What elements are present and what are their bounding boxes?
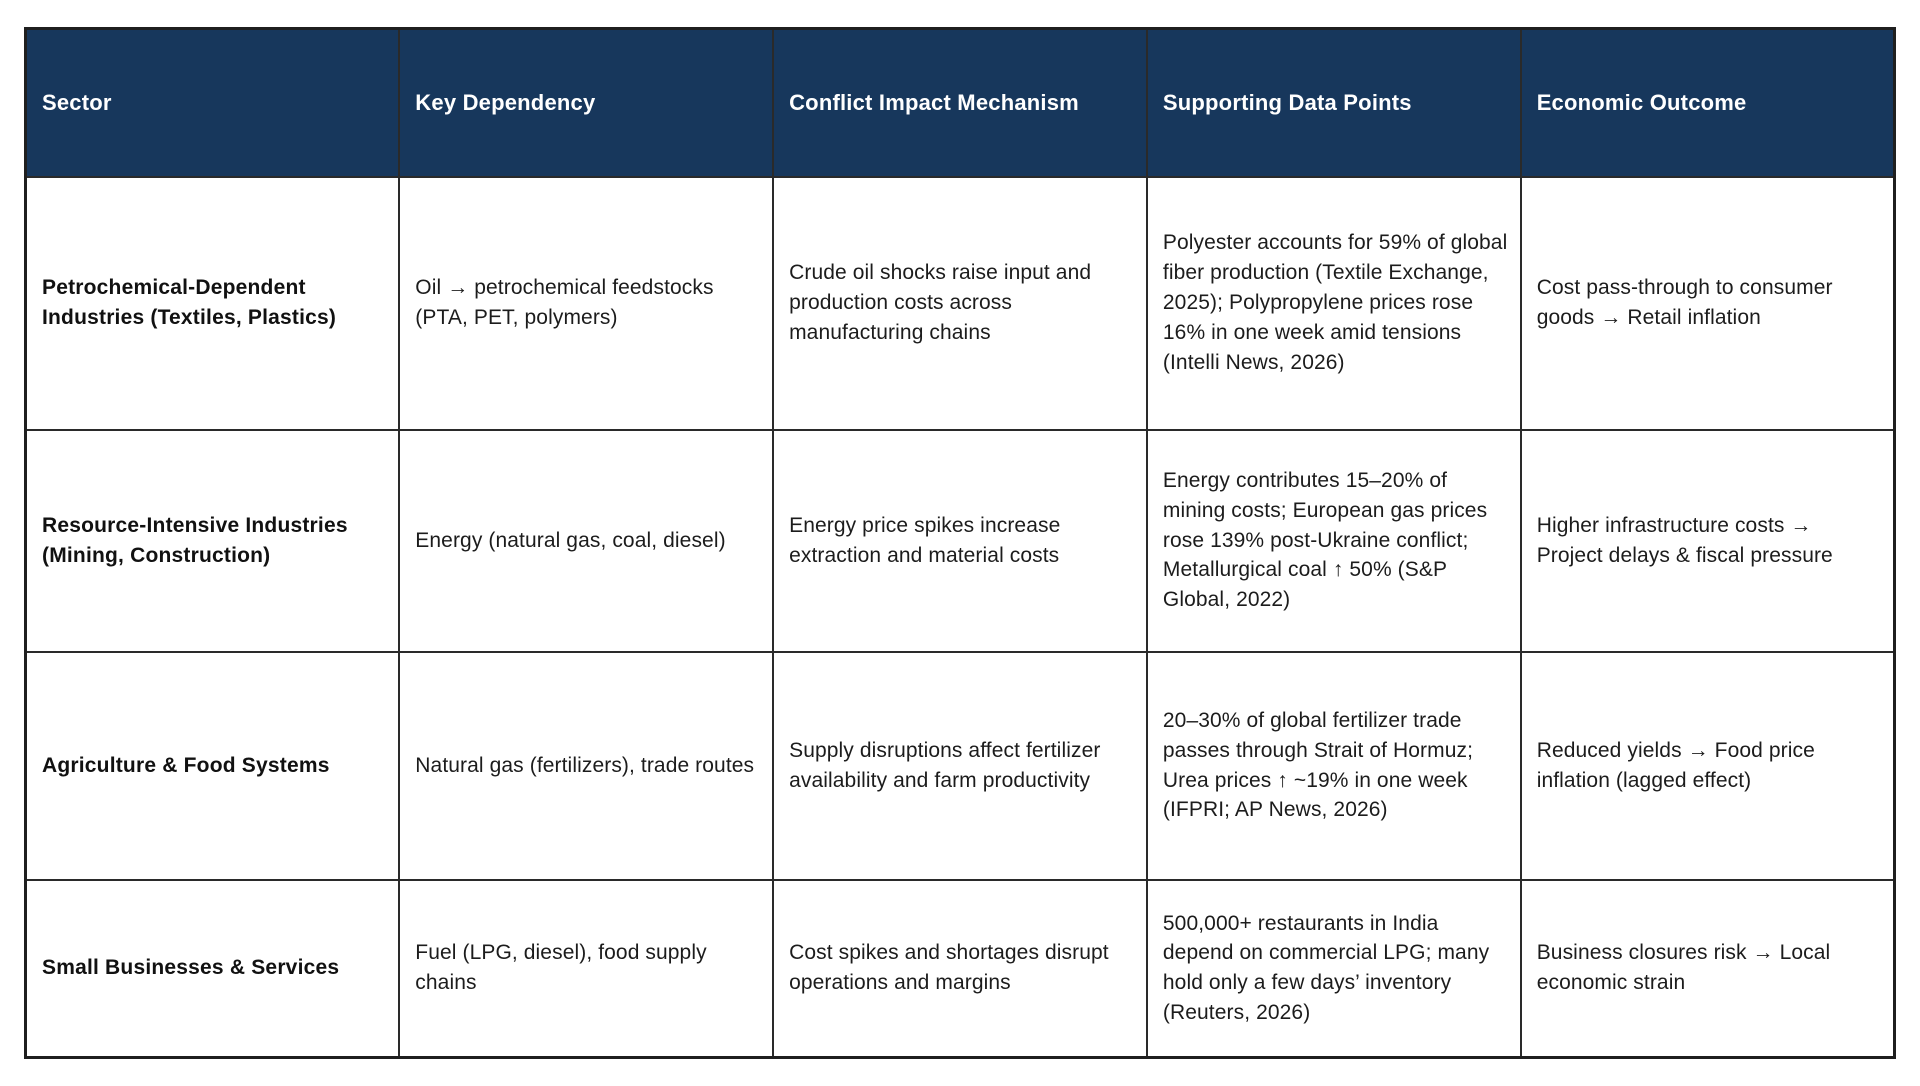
cell-outcome: Cost pass-through to consumer goods → Re… — [1519, 175, 1896, 431]
table-row: Petrochemical-Dependent Industries (Text… — [24, 175, 1896, 431]
header-row: Sector Key Dependency Conflict Impact Me… — [24, 27, 1896, 178]
cell-mechanism: Supply disruptions affect fertilizer ava… — [772, 650, 1148, 881]
cell-mechanism: Crude oil shocks raise input and product… — [772, 175, 1148, 431]
cell-outcome: Higher infrastructure costs → Project de… — [1519, 428, 1896, 653]
cell-key-dependency: Fuel (LPG, diesel), food supply chains — [398, 878, 775, 1059]
table-row: Agriculture & Food Systems Natural gas (… — [24, 650, 1896, 881]
cell-data-points: 20–30% of global fertilizer trade passes… — [1145, 650, 1522, 881]
header-key-dependency: Key Dependency — [398, 27, 775, 178]
header-sector: Sector — [24, 27, 401, 178]
sector-impact-table: Sector Key Dependency Conflict Impact Me… — [24, 27, 1896, 1059]
cell-sector: Small Businesses & Services — [24, 878, 401, 1059]
cell-sector: Petrochemical-Dependent Industries (Text… — [24, 175, 401, 431]
cell-outcome: Business closures risk → Local economic … — [1519, 878, 1896, 1059]
cell-data-points: Energy contributes 15–20% of mining cost… — [1145, 428, 1522, 653]
cell-sector: Agriculture & Food Systems — [24, 650, 401, 881]
table-row: Resource-Intensive Industries (Mining, C… — [24, 428, 1896, 653]
cell-mechanism: Cost spikes and shortages disrupt operat… — [772, 878, 1148, 1059]
cell-key-dependency: Energy (natural gas, coal, diesel) — [398, 428, 775, 653]
cell-data-points: 500,000+ restaurants in India depend on … — [1145, 878, 1522, 1059]
header-economic-outcome: Economic Outcome — [1519, 27, 1896, 178]
cell-key-dependency: Oil → petrochemical feedstocks (PTA, PET… — [398, 175, 775, 431]
cell-key-dependency: Natural gas (fertilizers), trade routes — [398, 650, 775, 881]
cell-mechanism: Energy price spikes increase extraction … — [772, 428, 1148, 653]
table-row: Small Businesses & Services Fuel (LPG, d… — [24, 878, 1896, 1059]
cell-data-points: Polyester accounts for 59% of global fib… — [1145, 175, 1522, 431]
header-conflict-impact-mechanism: Conflict Impact Mechanism — [772, 27, 1148, 178]
cell-outcome: Reduced yields → Food price inflation (l… — [1519, 650, 1896, 881]
cell-sector: Resource-Intensive Industries (Mining, C… — [24, 428, 401, 653]
header-supporting-data-points: Supporting Data Points — [1145, 27, 1522, 178]
